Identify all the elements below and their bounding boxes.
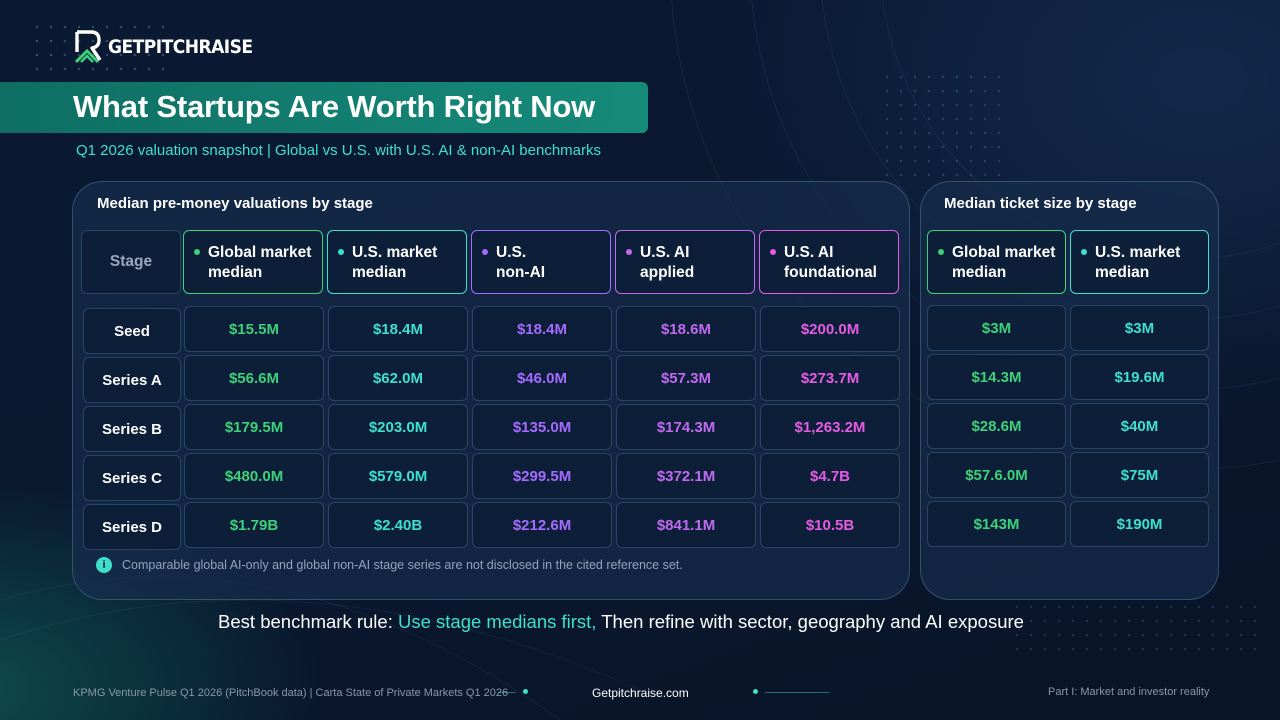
ticket-column-header: Global market median: [927, 230, 1066, 294]
valuations-panel-title: Median pre-money valuations by stage: [97, 195, 373, 212]
ticket-cell: $14.3M: [927, 354, 1066, 400]
tickets-panel-title: Median ticket size by stage: [944, 195, 1137, 212]
column-header: Global market median: [183, 230, 323, 294]
footer-website[interactable]: Getpitchraise.com: [592, 686, 689, 700]
footer-dot: [753, 689, 758, 694]
column-header: U.S. non-AI: [471, 230, 611, 294]
ticket-cell: $19.6M: [1070, 354, 1209, 400]
stage-label: Series B: [83, 406, 181, 452]
footer-divider: [765, 692, 829, 693]
valuation-cell: $18.4M: [472, 306, 612, 352]
brand-logo: GETPITCHRAISE: [74, 30, 269, 64]
valuation-cell: $372.1M: [616, 453, 756, 499]
valuation-cell: $4.7B: [760, 453, 900, 499]
ticket-column-header: U.S. market median: [1070, 230, 1209, 294]
brand-name: GETPITCHRAISE: [108, 36, 253, 58]
rule-suffix: Then refine with sector, geography and A…: [596, 611, 1024, 632]
disclosure-note: i Comparable global AI-only and global n…: [96, 557, 683, 573]
ticket-cell: $28.6M: [927, 403, 1066, 449]
valuation-cell: $212.6M: [472, 502, 612, 548]
note-text: Comparable global AI-only and global non…: [122, 558, 683, 572]
info-icon: i: [96, 557, 112, 573]
valuation-cell: $179.5M: [184, 404, 324, 450]
column-header-label: U.S. market median: [352, 244, 438, 281]
valuation-cell: $56.6M: [184, 355, 324, 401]
valuation-cell: $174.3M: [616, 404, 756, 450]
ticket-cell: $3M: [927, 305, 1066, 351]
column-header: U.S. market median: [327, 230, 467, 294]
ticket-cell: $3M: [1070, 305, 1209, 351]
column-header-label: Global market median: [208, 244, 312, 281]
column-header-label: U.S. AI foundational: [784, 244, 877, 281]
valuation-cell: $2.40B: [328, 502, 468, 548]
series-dot-icon: [1081, 249, 1087, 255]
series-dot-icon: [194, 249, 200, 255]
valuation-cell: $841.1M: [616, 502, 756, 548]
decorative-dots: [1010, 600, 1260, 660]
decorative-dots: [880, 70, 1000, 180]
valuation-cell: $10.5B: [760, 502, 900, 548]
stage-label: Seed: [83, 308, 181, 354]
valuation-cell: $135.0M: [472, 404, 612, 450]
valuation-cell: $200.0M: [760, 306, 900, 352]
column-header: U.S. AI foundational: [759, 230, 899, 294]
footer-sources: KPMG Venture Pulse Q1 2026 (PitchBook da…: [73, 687, 509, 699]
title-banner: [0, 82, 648, 133]
valuation-cell: $15.5M: [184, 306, 324, 352]
benchmark-rule: Best benchmark rule: Use stage medians f…: [0, 611, 1242, 633]
rule-highlight: Use stage medians first,: [398, 611, 597, 632]
stage-label: Series D: [83, 504, 181, 550]
valuation-cell: $1.79B: [184, 502, 324, 548]
series-dot-icon: [938, 249, 944, 255]
valuation-cell: $1,263.2M: [760, 404, 900, 450]
valuation-cell: $62.0M: [328, 355, 468, 401]
valuation-cell: $299.5M: [472, 453, 612, 499]
valuation-cell: $480.0M: [184, 453, 324, 499]
column-header-label: U.S. market median: [1095, 244, 1181, 281]
series-dot-icon: [338, 249, 344, 255]
column-header-label: Global market median: [952, 244, 1056, 281]
rule-prefix: Best benchmark rule:: [218, 611, 398, 632]
stage-label: Series A: [83, 357, 181, 403]
column-header: U.S. AI applied: [615, 230, 755, 294]
series-dot-icon: [626, 249, 632, 255]
column-header-label: U.S. AI applied: [640, 244, 695, 281]
valuation-cell: $18.6M: [616, 306, 756, 352]
series-dot-icon: [770, 249, 776, 255]
valuation-cell: $18.4M: [328, 306, 468, 352]
ticket-cell: $75M: [1070, 452, 1209, 498]
ticket-cell: $143M: [927, 501, 1066, 547]
column-header-label: U.S. non-AI: [496, 244, 546, 281]
footer-section: Part I: Market and investor reality: [1048, 686, 1210, 698]
valuation-cell: $273.7M: [760, 355, 900, 401]
valuation-cell: $46.0M: [472, 355, 612, 401]
footer-dot: [523, 689, 528, 694]
ticket-cell: $40M: [1070, 403, 1209, 449]
decorative-dots: [30, 20, 170, 90]
ticket-cell: $57.6.0M: [927, 452, 1066, 498]
valuation-cell: $579.0M: [328, 453, 468, 499]
valuation-cell: $203.0M: [328, 404, 468, 450]
valuation-cell: $57.3M: [616, 355, 756, 401]
page-title: What Startups Are Worth Right Now: [73, 89, 596, 124]
ticket-cell: $190M: [1070, 501, 1209, 547]
logo-mark-icon: [74, 30, 102, 64]
page-subtitle: Q1 2026 valuation snapshot | Global vs U…: [76, 142, 601, 159]
footer-divider: [498, 692, 516, 693]
series-dot-icon: [482, 249, 488, 255]
stage-column-header: Stage: [81, 230, 181, 294]
stage-label: Series C: [83, 455, 181, 501]
